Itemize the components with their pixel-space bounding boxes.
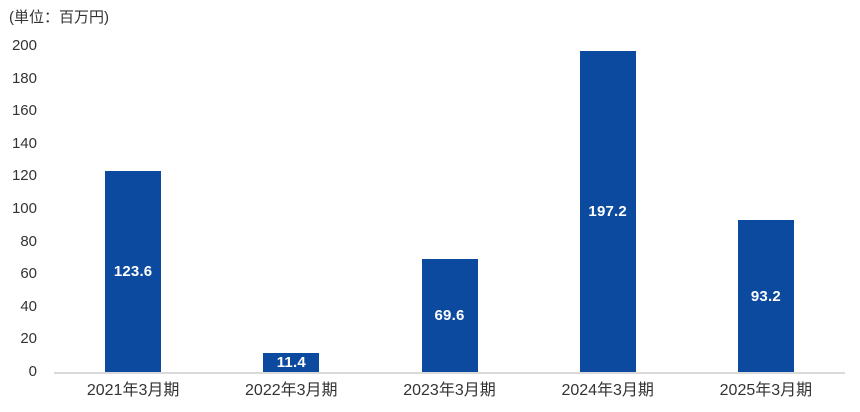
bar-value-label: 93.2 [750,287,781,305]
y-axis-tick-label: 20 [20,330,37,348]
bar-value-label: 11.4 [276,354,306,372]
x-axis-category-label: 2021年3月期 [86,382,180,399]
unit-label: (単位：百万円) [9,9,109,26]
x-axis-line [54,372,845,374]
bar-value-label: 69.6 [434,306,465,324]
x-axis-category-label: 2022年3月期 [245,382,338,399]
y-axis-tick-label: 60 [20,265,37,283]
y-axis-tick-label: 180 [11,69,37,87]
y-axis-tick-label: 100 [11,200,37,217]
y-axis-tick-label: 0 [28,363,37,380]
x-axis-category-label: 2023年3月期 [403,382,496,399]
bar: 93.2 [737,220,794,372]
bar: 123.6 [105,170,162,372]
plot-area: 123.6 11.4 69.6 197.2 93.2 [54,46,845,372]
x-axis-category-label: 2025年3月期 [719,382,813,399]
y-axis-tick-label: 140 [11,134,37,152]
bar: 11.4 [263,353,320,372]
bar: 69.6 [421,258,478,372]
bar-value-label: 123.6 [113,262,153,280]
y-axis-tick-label: 160 [11,102,37,120]
y-axis-tick-label: 80 [20,232,37,250]
bar-value-label: 197.2 [588,202,627,220]
x-axis-category-label: 2024年3月期 [561,382,654,399]
bar: 197.2 [579,50,636,372]
y-axis-tick-label: 120 [11,167,37,185]
y-axis-tick-label: 200 [11,37,37,54]
y-axis-tick-label: 40 [20,297,37,315]
